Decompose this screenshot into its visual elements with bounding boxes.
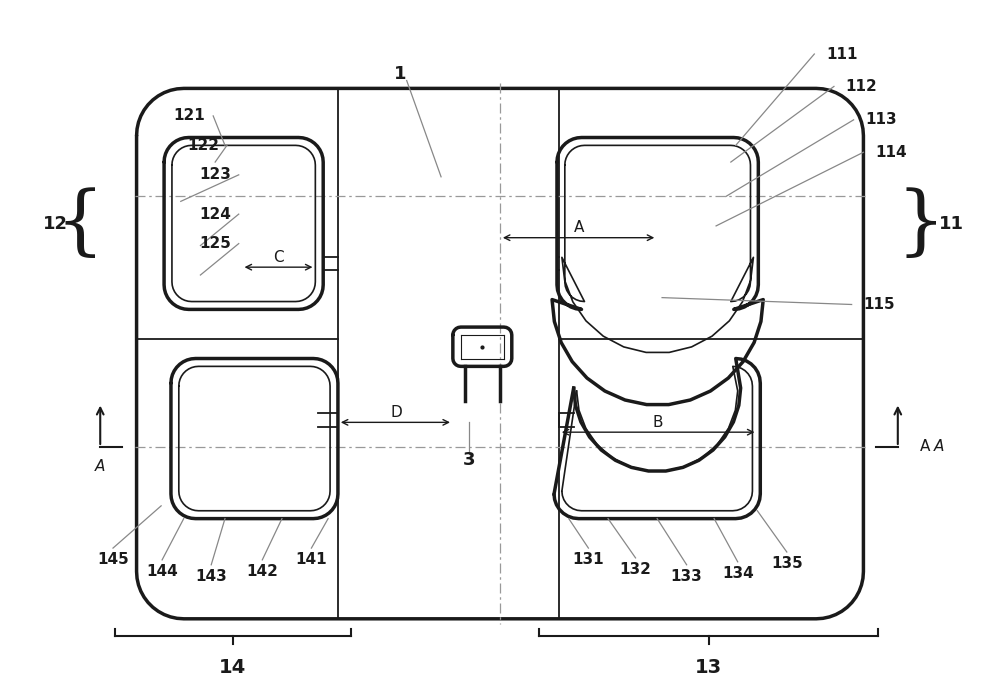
Text: 144: 144 xyxy=(146,564,178,579)
Text: 145: 145 xyxy=(97,552,129,567)
Text: 113: 113 xyxy=(865,112,897,128)
Text: 121: 121 xyxy=(174,109,205,124)
Text: 143: 143 xyxy=(195,569,227,584)
Text: 112: 112 xyxy=(846,79,877,94)
Text: 134: 134 xyxy=(722,566,754,581)
Text: A: A xyxy=(934,439,945,454)
Text: 135: 135 xyxy=(771,556,803,571)
Text: 122: 122 xyxy=(187,138,219,153)
Text: 125: 125 xyxy=(199,236,231,251)
Text: 1: 1 xyxy=(394,65,406,83)
Text: C: C xyxy=(273,250,283,265)
Text: 142: 142 xyxy=(246,564,278,579)
Text: A: A xyxy=(95,459,105,474)
Text: 115: 115 xyxy=(863,297,895,312)
Text: }: } xyxy=(896,187,945,261)
Text: 111: 111 xyxy=(826,47,858,62)
Text: A: A xyxy=(919,439,930,454)
Text: 132: 132 xyxy=(620,562,651,577)
Text: {: { xyxy=(55,187,104,261)
Text: A: A xyxy=(573,221,584,236)
Text: 13: 13 xyxy=(695,658,722,677)
Text: 114: 114 xyxy=(875,145,907,160)
Text: 3: 3 xyxy=(462,451,475,469)
Text: 124: 124 xyxy=(199,206,231,221)
Text: 12: 12 xyxy=(43,215,68,233)
Text: 131: 131 xyxy=(573,552,604,567)
Text: 11: 11 xyxy=(939,215,964,233)
Text: 141: 141 xyxy=(296,552,327,567)
Text: 14: 14 xyxy=(219,658,246,677)
Text: 133: 133 xyxy=(671,569,702,584)
Text: B: B xyxy=(653,415,663,430)
Text: 123: 123 xyxy=(199,167,231,183)
Text: D: D xyxy=(390,405,402,420)
